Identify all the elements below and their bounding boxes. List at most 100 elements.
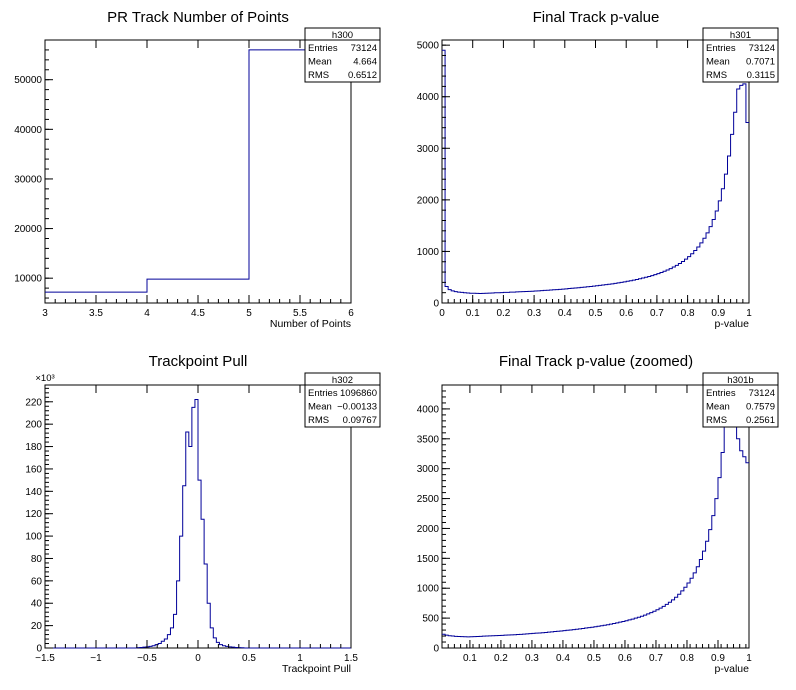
histogram-bins bbox=[45, 49, 351, 303]
y-tick-label: 60 bbox=[31, 576, 43, 587]
x-tick-label: 0.5 bbox=[242, 653, 256, 664]
histogram-bin bbox=[663, 271, 666, 303]
histogram-bin bbox=[678, 263, 681, 303]
histogram-bin bbox=[249, 50, 351, 303]
stats-box: h300 Entries 73124 Mean 4.664 RMS 0.6512 bbox=[304, 27, 381, 83]
stats-row-value: 0.7071 bbox=[746, 57, 775, 68]
y-exponent-label: ×10³ bbox=[35, 373, 54, 384]
x-tick-label: 0.4 bbox=[558, 308, 572, 319]
y-tick-label: 0 bbox=[433, 299, 439, 310]
x-tick-label: 0.1 bbox=[463, 653, 477, 664]
stats-box-name: h300 bbox=[332, 30, 353, 41]
histogram-bins bbox=[442, 49, 749, 303]
x-tick-label: 6 bbox=[348, 308, 354, 319]
histogram-bin bbox=[204, 564, 207, 648]
stats-row-value: 0.6512 bbox=[348, 70, 377, 81]
y-tick-label: 3500 bbox=[417, 434, 440, 445]
histogram-bin bbox=[662, 606, 665, 648]
x-tick-label: 0.6 bbox=[618, 653, 632, 664]
histogram-bin bbox=[671, 600, 674, 648]
y-tick-label: 80 bbox=[31, 554, 43, 565]
y-tick-label: 220 bbox=[25, 397, 42, 408]
histogram-bin bbox=[730, 396, 733, 648]
histogram-bin bbox=[733, 394, 736, 648]
x-tick-label: 0.8 bbox=[680, 653, 694, 664]
y-tick-label: 2000 bbox=[417, 195, 440, 206]
stats-box-name: h302 bbox=[332, 375, 353, 386]
histogram-bin bbox=[149, 646, 152, 648]
stats-box: h301 Entries 73124 Mean 0.7071 RMS 0.3115 bbox=[702, 27, 779, 83]
y-tick-label: 40000 bbox=[14, 125, 42, 136]
histogram-bin bbox=[143, 647, 146, 648]
histogram-bin bbox=[660, 272, 663, 303]
histogram-bin bbox=[177, 581, 180, 648]
histogram-bin bbox=[727, 400, 730, 648]
stats-box-frame bbox=[702, 27, 779, 83]
x-tick-label: 0 bbox=[439, 308, 445, 319]
histogram-bin bbox=[216, 642, 219, 648]
x-tick-label: 0.1 bbox=[466, 308, 480, 319]
x-tick-label: 0.4 bbox=[556, 653, 570, 664]
chart-title: Final Track p-value bbox=[533, 9, 660, 26]
x-tick-label: −1 bbox=[90, 653, 102, 664]
histogram-bin bbox=[189, 447, 192, 648]
y-tick-label: 2500 bbox=[417, 494, 440, 505]
y-tick-label: 160 bbox=[25, 464, 42, 475]
stats-row-label: Entries bbox=[308, 388, 338, 399]
stats-row-value: 0.7579 bbox=[746, 402, 775, 413]
histogram-bin bbox=[697, 247, 700, 303]
y-tick-label: 30000 bbox=[14, 174, 42, 185]
histogram-bin bbox=[155, 645, 158, 648]
histogram-bin bbox=[180, 536, 183, 648]
stats-row-value: 0.3115 bbox=[747, 70, 775, 81]
y-tick-label: 0 bbox=[36, 644, 42, 655]
y-tick-label: 3000 bbox=[417, 144, 440, 155]
x-tick-label: −0.5 bbox=[137, 653, 157, 664]
chart-title: Trackpoint Pull bbox=[149, 353, 248, 370]
y-tick-label: 100 bbox=[25, 532, 42, 543]
x-axis-label: p-value bbox=[715, 663, 750, 675]
x-tick-label: 1 bbox=[297, 653, 303, 664]
histogram-bin bbox=[174, 614, 177, 648]
x-tick-label: 0.7 bbox=[650, 308, 664, 319]
histogram-bin bbox=[634, 618, 637, 648]
histogram-bins bbox=[45, 399, 351, 649]
y-tick-label: 0 bbox=[433, 644, 439, 655]
histogram-bin bbox=[442, 50, 445, 303]
x-tick-label: 0.5 bbox=[587, 653, 601, 664]
x-tick-label: 4 bbox=[144, 308, 150, 319]
histogram-bin bbox=[669, 269, 672, 303]
chart-panel-3: Trackpoint Pull −1.5 −1 −0.5 0 0.5 1 1.5 0 20 40 60… bbox=[25, 353, 381, 675]
histogram-bin bbox=[709, 530, 712, 648]
x-tick-label: 0.9 bbox=[711, 308, 725, 319]
stats-row-label: Entries bbox=[706, 43, 736, 54]
histogram-bin bbox=[737, 89, 740, 303]
histogram-bin bbox=[213, 638, 216, 648]
x-axis-label: Number of Points bbox=[270, 318, 351, 330]
histogram-bin bbox=[700, 243, 703, 303]
y-tick-label: 4000 bbox=[417, 92, 440, 103]
histogram-bin bbox=[740, 85, 743, 303]
stats-row-value: 73124 bbox=[351, 43, 377, 54]
y-tick-label: 140 bbox=[25, 487, 42, 498]
y-tick-label: 50000 bbox=[14, 75, 42, 86]
y-tick-label: 500 bbox=[422, 614, 439, 625]
histogram-bin bbox=[668, 602, 671, 648]
histogram-bin bbox=[675, 597, 678, 648]
histogram-bin bbox=[724, 174, 727, 303]
histogram-bin bbox=[665, 604, 668, 648]
x-tick-label: 5.5 bbox=[293, 308, 307, 319]
stats-row-label: RMS bbox=[706, 415, 727, 426]
stats-row-label: RMS bbox=[706, 70, 727, 81]
histogram-bin bbox=[628, 620, 631, 648]
y-tick-label: 10000 bbox=[14, 274, 42, 285]
histogram-bins bbox=[442, 393, 749, 648]
histogram-bin bbox=[746, 123, 749, 303]
histogram-bin bbox=[699, 560, 702, 648]
y-tick-label: 3000 bbox=[417, 464, 440, 475]
x-axis-label: Trackpoint Pull bbox=[282, 663, 351, 675]
histogram-bin bbox=[210, 628, 213, 648]
histogram-bin bbox=[651, 276, 654, 303]
histogram-bin bbox=[678, 594, 681, 648]
histogram-line bbox=[442, 49, 749, 294]
